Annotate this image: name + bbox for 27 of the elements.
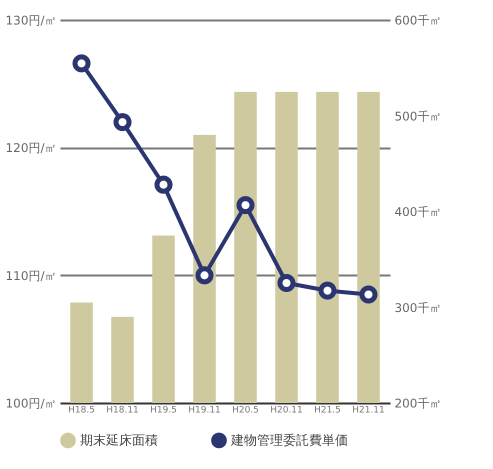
x-tick-label: H19.11 <box>188 406 221 416</box>
y2-tick-label: 600千㎡ <box>394 14 442 28</box>
point <box>277 274 296 292</box>
point <box>154 176 173 194</box>
y-tick-label: 120円/㎡ <box>6 141 56 156</box>
x-tick-label: H18.5 <box>68 406 95 416</box>
point <box>113 113 132 132</box>
point <box>236 196 255 214</box>
x-tick-label: H20.11 <box>270 406 303 416</box>
y2-tick-label: 200千㎡ <box>394 396 442 410</box>
y2-tick-label: 300千㎡ <box>394 300 442 315</box>
y2-tick-label: 500千㎡ <box>394 109 442 124</box>
x-tick-label: H21.5 <box>314 406 341 416</box>
point <box>318 282 337 300</box>
y-tick-label: 100円/㎡ <box>6 396 56 410</box>
x-tick-label: H19.5 <box>150 406 177 416</box>
point <box>195 266 214 284</box>
x-tick-label: H20.5 <box>232 406 259 416</box>
x-tick-label: H18.11 <box>106 406 139 416</box>
point <box>359 285 378 304</box>
y-tick-label: 110円/㎡ <box>6 268 56 283</box>
x-tick-label: H21.11 <box>352 406 385 416</box>
legend-label: 建物管理委託費単価 <box>230 433 348 448</box>
y-tick-label: 130円/㎡ <box>6 14 56 28</box>
legend-label: 期末延床面積 <box>80 433 158 448</box>
y2-tick-label: 400千㎡ <box>394 205 442 219</box>
point <box>72 54 91 72</box>
